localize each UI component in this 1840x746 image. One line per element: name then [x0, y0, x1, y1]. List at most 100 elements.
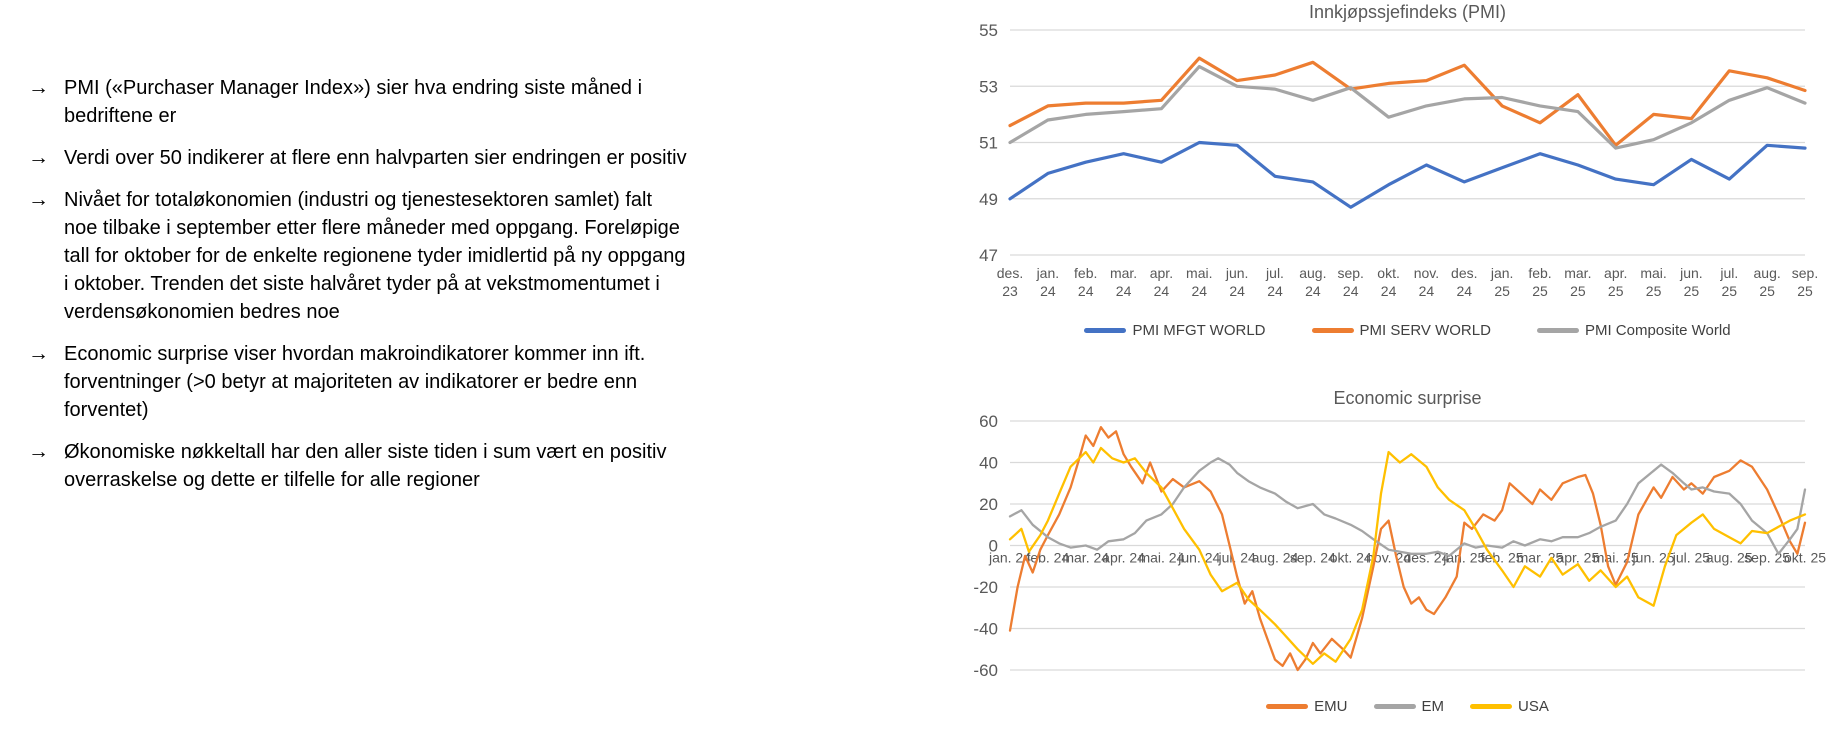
- arrow-bullet-icon: →: [28, 440, 49, 463]
- x-axis-tick-label: apr. 25: [1556, 550, 1599, 566]
- y-axis-tick-label: 60: [979, 412, 998, 431]
- x-axis-tick-label: des.: [997, 265, 1023, 281]
- x-axis-tick-label: 24: [1456, 283, 1472, 299]
- series-line-usa: [1008, 446, 1807, 665]
- x-axis-tick-label: aug. 24: [1252, 550, 1299, 566]
- x-axis-tick-label: 24: [1381, 283, 1397, 299]
- y-axis-tick-label: -20: [973, 578, 998, 597]
- x-axis-tick-label: 24: [1419, 283, 1435, 299]
- x-axis-tick-label: aug.: [1754, 265, 1781, 281]
- bullet-text: Verdi over 50 indikerer at flere enn hal…: [64, 147, 687, 169]
- legend-label: PMI SERV WORLD: [1359, 322, 1491, 339]
- x-axis-tick-label: 25: [1684, 283, 1700, 299]
- x-axis-tick-label: okt.: [1377, 265, 1400, 281]
- x-axis-tick-label: mar.: [1564, 265, 1591, 281]
- x-axis-tick-label: mar.: [1110, 265, 1137, 281]
- bullet-text: Nivået for totaløkonomien (industri og t…: [64, 189, 686, 323]
- y-axis-tick-label: 47: [979, 246, 998, 265]
- legend-item-pmi-mfgt-world: PMI MFGT WORLD: [1084, 322, 1266, 339]
- economic-surprise-chart-legend: EMU EM USA: [1010, 698, 1805, 715]
- x-axis-tick-label: 25: [1608, 283, 1624, 299]
- x-axis-tick-label: jan. 24: [988, 550, 1031, 566]
- arrow-bullet-icon: →: [28, 188, 49, 211]
- x-axis-tick-label: nov. 24: [1366, 550, 1411, 566]
- x-axis-tick-label: jun.: [1225, 265, 1249, 281]
- x-axis-tick-label: 24: [1191, 283, 1207, 299]
- x-axis-tick-label: 23: [1002, 283, 1018, 299]
- legend-item-pmi-serv-world: PMI SERV WORLD: [1311, 322, 1491, 339]
- x-axis-tick-label: des.: [1451, 265, 1477, 281]
- bullet-item: → Nivået for totaløkonomien (industri og …: [28, 186, 778, 326]
- x-axis-tick-label: 24: [1078, 283, 1094, 299]
- x-axis-tick-label: jan. 25: [1442, 550, 1485, 566]
- x-axis-tick-label: sep.: [1792, 265, 1818, 281]
- pmi-chart-legend: PMI MFGT WORLD PMI SERV WORLD PMI Composit…: [1010, 322, 1805, 339]
- x-axis-tick-label: 25: [1532, 283, 1548, 299]
- y-axis-tick-label: -60: [973, 661, 998, 680]
- x-axis-tick-label: mar. 24: [1062, 550, 1109, 566]
- legend-line-swatch: [1084, 328, 1127, 333]
- bullet-item: → Economic surprise viser hvordan makroin…: [28, 340, 778, 424]
- series-line-pmi-composite-world: [1008, 64, 1807, 150]
- arrow-bullet-icon: →: [28, 342, 49, 365]
- series-line-pmi-serv-world: [1008, 56, 1807, 147]
- x-axis-tick-label: feb.: [1074, 265, 1097, 281]
- economic-surprise-chart: Economic surprise 60 40 20 0 -20 -40 -60 jan. 2…: [950, 385, 1840, 740]
- x-axis-tick-label: 24: [1229, 283, 1245, 299]
- x-axis-tick-label: mai.: [1640, 265, 1666, 281]
- legend-item-usa: USA: [1470, 698, 1549, 715]
- y-axis-tick-label: -40: [973, 620, 998, 639]
- x-axis-tick-label: 25: [1494, 283, 1510, 299]
- x-axis-tick-label: feb. 25: [1481, 550, 1524, 566]
- x-axis-tick-label: jun. 24: [1177, 550, 1220, 566]
- series-line-em: [1008, 457, 1807, 558]
- bullet-list: → PMI («Purchaser Manager Index») sier hv…: [28, 74, 778, 508]
- x-axis-tick-label: 24: [1154, 283, 1170, 299]
- x-axis-tick-label: 25: [1646, 283, 1662, 299]
- x-axis-tick-label: jun.: [1679, 265, 1703, 281]
- x-axis-tick-label: okt. 24: [1330, 550, 1372, 566]
- legend-line-swatch: [1266, 704, 1309, 709]
- arrow-bullet-icon: →: [28, 76, 49, 99]
- x-axis-tick-label: apr.: [1604, 265, 1627, 281]
- x-axis-tick-label: sep.: [1337, 265, 1363, 281]
- x-axis-tick-label: apr. 24: [1102, 550, 1145, 566]
- x-axis-tick-label: mai.: [1186, 265, 1212, 281]
- x-axis-tick-label: jul. 25: [1672, 550, 1711, 566]
- x-axis-tick-label: feb.: [1528, 265, 1551, 281]
- x-axis-tick-label: mai. 24: [1138, 550, 1184, 566]
- x-axis-tick-label: sep. 24: [1290, 550, 1336, 566]
- x-axis-tick-label: 24: [1343, 283, 1359, 299]
- legend-label: EMU: [1314, 698, 1348, 715]
- legend-line-swatch: [1470, 704, 1512, 709]
- x-axis-tick-label: mar. 25: [1517, 550, 1564, 566]
- arrow-bullet-icon: →: [28, 146, 49, 169]
- x-axis-tick-label: 25: [1721, 283, 1737, 299]
- x-axis-tick-label: jun. 25: [1632, 550, 1675, 566]
- x-axis-tick-label: okt. 25: [1784, 550, 1826, 566]
- legend-label: PMI MFGT WORLD: [1132, 322, 1266, 339]
- x-axis-tick-label: 24: [1267, 283, 1283, 299]
- y-axis-tick-label: 20: [979, 495, 998, 514]
- legend-item-em: EM: [1373, 698, 1445, 715]
- y-axis-tick-label: 53: [979, 77, 998, 96]
- x-axis-tick-label: apr.: [1150, 265, 1173, 281]
- x-axis-tick-label: jan.: [1490, 265, 1514, 281]
- x-axis-tick-label: jul.: [1719, 265, 1738, 281]
- bullet-item: → PMI («Purchaser Manager Index») sier hv…: [28, 74, 778, 130]
- x-axis-tick-label: jul. 24: [1217, 550, 1256, 566]
- x-axis-tick-label: aug. 25: [1706, 550, 1753, 566]
- y-axis-tick-label: 0: [989, 537, 998, 556]
- x-axis-tick-label: 25: [1797, 283, 1813, 299]
- legend-label: USA: [1518, 698, 1549, 715]
- series-line-emu: [1008, 426, 1807, 672]
- x-axis-tick-label: jul.: [1265, 265, 1284, 281]
- legend-label: EM: [1421, 698, 1445, 715]
- pmi-chart-title: Innkjøpssjefindeks (PMI): [1308, 2, 1507, 22]
- bullet-text: Economic surprise viser hvordan makroind…: [64, 343, 646, 421]
- x-axis-tick-label: 24: [1116, 283, 1132, 299]
- pmi-chart-svg: 5553514947des.23jan.24feb.24mar.24apr.24…: [979, 21, 1818, 299]
- legend-item-emu: EMU: [1266, 698, 1348, 715]
- legend-line-swatch: [1311, 328, 1354, 333]
